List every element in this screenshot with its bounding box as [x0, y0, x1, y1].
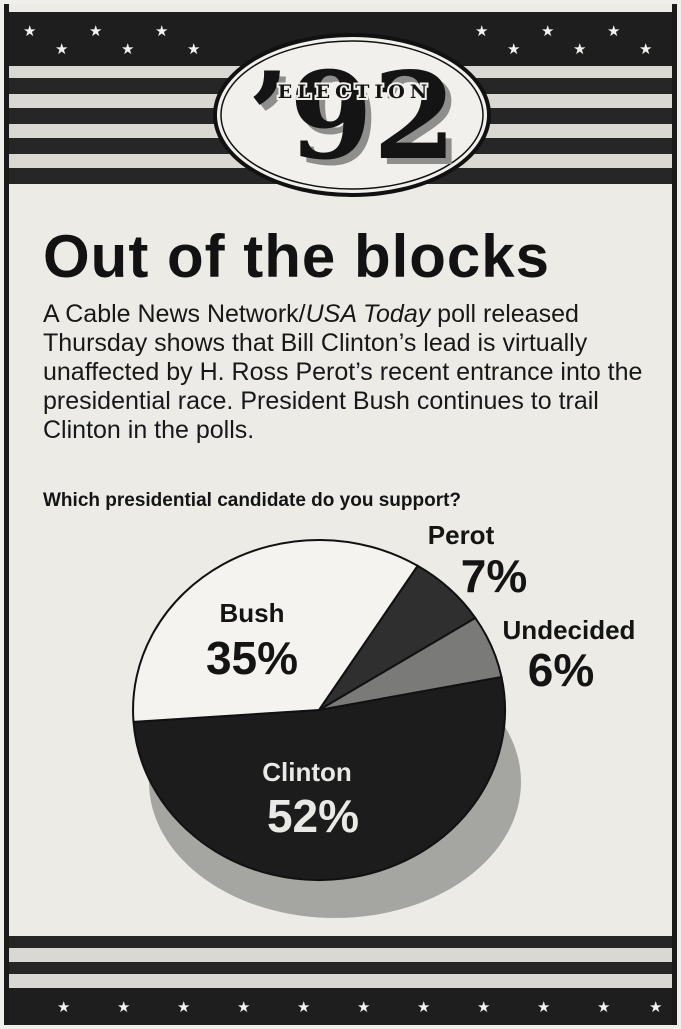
label-undecided-name: Undecided	[503, 615, 636, 645]
pie-chart: Bush 35% Clinton 52% Perot 7% Undecided …	[132, 520, 636, 918]
label-bush-name: Bush	[220, 598, 285, 628]
label-perot-value: 7%	[461, 550, 527, 602]
bottom-star-bar: ★ ★ ★ ★ ★ ★ ★ ★ ★ ★ ★	[9, 988, 672, 1025]
star-icon: ★	[237, 998, 251, 1016]
star-icon: ★	[417, 998, 431, 1016]
star-icon: ★	[607, 22, 621, 40]
bottom-stripe	[9, 948, 672, 962]
headline: Out of the blocks	[43, 223, 551, 290]
label-bush-value: 35%	[206, 632, 298, 684]
bottom-stripe	[9, 962, 672, 974]
star-icon: ★	[477, 998, 491, 1016]
bottom-stripe	[9, 974, 672, 988]
star-icon: ★	[357, 998, 371, 1016]
star-icon: ★	[117, 998, 131, 1016]
star-icon: ★	[23, 22, 37, 40]
star-icon: ★	[187, 40, 201, 58]
star-icon: ★	[57, 998, 71, 1016]
chart-question: Which presidential candidate do you supp…	[43, 490, 462, 511]
star-icon: ★	[297, 998, 311, 1016]
star-icon: ★	[55, 40, 69, 58]
logo-year: ’92	[248, 46, 457, 187]
star-icon: ★	[573, 40, 587, 58]
star-icon: ★	[507, 40, 521, 58]
star-icon: ★	[541, 22, 555, 40]
slice-bush	[132, 538, 420, 723]
body-text-end: poll released Thursday shows that Bill C…	[43, 300, 643, 444]
star-icon: ★	[475, 22, 489, 40]
election-92-logo: ’92 ’92 ELECTION	[213, 33, 491, 197]
label-undecided-value: 6%	[528, 644, 594, 696]
publication-name: USA Today	[305, 300, 431, 328]
star-icon: ★	[89, 22, 103, 40]
star-icon: ★	[121, 40, 135, 58]
star-icon: ★	[537, 998, 551, 1016]
slice-clinton	[132, 675, 507, 882]
body-paragraph: A Cable News Network/USA Today poll rele…	[43, 300, 653, 445]
star-icon: ★	[597, 998, 611, 1016]
logo-year-shadow: ’92	[254, 52, 463, 193]
star-icon: ★	[639, 40, 653, 58]
label-clinton-value: 52%	[267, 790, 359, 842]
bottom-stripe	[9, 936, 672, 948]
pie-slices	[132, 538, 507, 882]
star-icon: ★	[177, 998, 191, 1016]
election-graphic: ★ ★ ★ ★ ★ ★ ★ ★ ★ ★ ★ ★ ’92 ’92 ELECTION…	[4, 4, 677, 1025]
star-icon: ★	[155, 22, 169, 40]
star-icon: ★	[649, 998, 663, 1016]
logo-word: ELECTION	[278, 81, 432, 103]
label-perot-name: Perot	[428, 520, 495, 550]
label-clinton-name: Clinton	[262, 757, 352, 787]
body-text-start: A Cable News Network/	[43, 300, 306, 328]
